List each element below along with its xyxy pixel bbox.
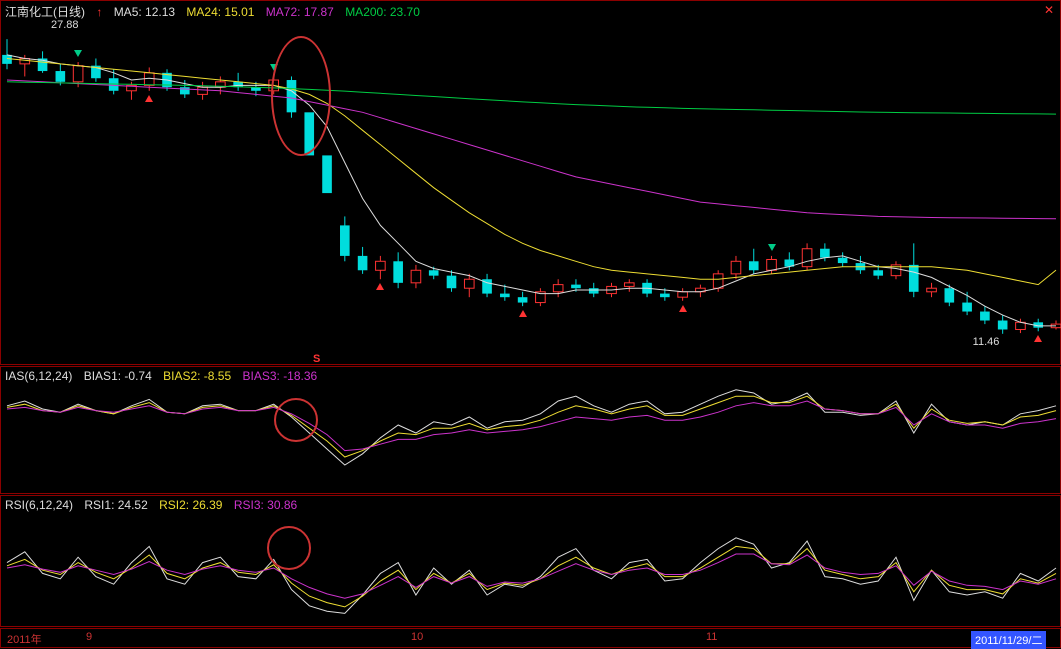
ma5-label: MA5: 12.13 [114,5,175,19]
bias3-label: BIAS3: -18.36 [243,369,318,383]
rsi1-label: RSI1: 24.52 [84,498,147,512]
timeline-label: 2011年 [7,631,42,647]
up-arrow-icon: ↑ [96,5,102,19]
ma200-label: MA200: 23.70 [345,5,420,19]
timeline-axis: 2011年 9 10 11 2011/11/29/二 [0,628,1061,648]
bias-title: IAS(6,12,24) [5,369,72,383]
trade-marker-icon [519,310,527,317]
trade-marker-icon [768,244,776,251]
rsi-chart-svg [1,496,1061,628]
current-date-label: 2011/11/29/二 [971,631,1046,649]
trade-marker-icon [376,283,384,290]
ma72-label: MA72: 17.87 [266,5,334,19]
rsi3-label: RSI3: 30.86 [234,498,297,512]
bias-indicator-panel[interactable]: IAS(6,12,24) BIAS1: -0.74 BIAS2: -8.55 B… [0,366,1061,494]
s-marker: S [313,353,320,365]
trade-marker-icon [145,95,153,102]
timeline-label: 11 [706,631,717,643]
price-chart-panel[interactable]: 江南化工(日线) ↑ MA5: 12.13 MA24: 15.01 MA72: … [0,0,1061,365]
timeline-label: 9 [86,631,92,643]
ma24-label: MA24: 15.01 [186,5,254,19]
trade-marker-icon [1034,335,1042,342]
bias2-label: BIAS2: -8.55 [163,369,231,383]
rsi-header: RSI(6,12,24) RSI1: 24.52 RSI2: 26.39 RSI… [5,498,305,512]
trade-marker-icon [74,50,82,57]
trade-marker-icon [270,64,278,71]
bias-chart-svg [1,367,1061,495]
stock-title: 江南化工(日线) [5,5,85,19]
rsi-indicator-panel[interactable]: RSI(6,12,24) RSI1: 24.52 RSI2: 26.39 RSI… [0,495,1061,627]
bias-header: IAS(6,12,24) BIAS1: -0.74 BIAS2: -8.55 B… [5,369,325,383]
rsi2-label: RSI2: 26.39 [159,498,222,512]
price-chart-svg [1,1,1061,366]
main-header: 江南化工(日线) ↑ MA5: 12.13 MA24: 15.01 MA72: … [5,3,428,20]
rsi-title: RSI(6,12,24) [5,498,73,512]
timeline-label: 10 [411,631,423,643]
trade-marker-icon [679,305,687,312]
bias1-label: BIAS1: -0.74 [84,369,152,383]
